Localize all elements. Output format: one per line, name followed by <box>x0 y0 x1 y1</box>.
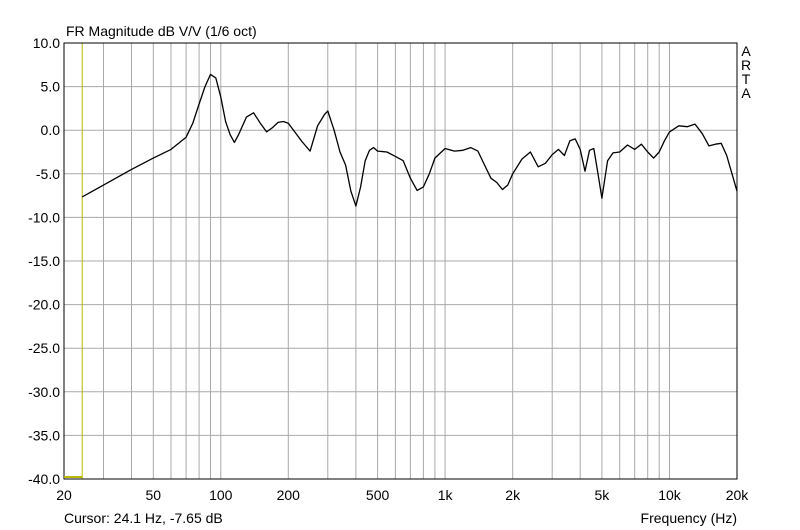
x-tick-label: 20k <box>726 487 750 503</box>
y-tick-label: 10.0 <box>33 35 60 51</box>
y-tick-label: -10.0 <box>28 209 60 225</box>
y-tick-label: -30.0 <box>28 384 60 400</box>
x-tick-label: 1k <box>438 487 454 503</box>
y-tick-label: -35.0 <box>28 427 60 443</box>
y-tick-label: -20.0 <box>28 297 60 313</box>
y-tick-labels: 10.0 5.0 0.0 -5.0 -10.0 -15.0 -20.0 -25.0 -30.0 -… <box>28 35 60 487</box>
watermark-letter: T <box>742 71 751 87</box>
y-tick-label: -15.0 <box>28 253 60 269</box>
y-tick-label: -5.0 <box>36 166 60 182</box>
y-tick-label: -25.0 <box>28 340 60 356</box>
x-tick-label: 20 <box>56 487 72 503</box>
x-tick-label: 10k <box>658 487 682 503</box>
y-tick-label: -40.0 <box>28 471 60 487</box>
x-tick-label: 200 <box>277 487 301 503</box>
x-tick-label: 100 <box>209 487 233 503</box>
watermark-letter: A <box>741 43 751 59</box>
x-axis-label: Frequency (Hz) <box>641 510 737 526</box>
x-tick-label: 2k <box>505 487 521 503</box>
x-tick-label: 5k <box>595 487 611 503</box>
x-tick-labels: 20 50 100 200 500 1k 2k 5k 10k 20k <box>56 487 749 503</box>
response-curve <box>81 73 738 207</box>
y-tick-label: 0.0 <box>41 122 61 138</box>
x-tick-label: 50 <box>146 487 162 503</box>
y-tick-label: 5.0 <box>41 79 61 95</box>
chart-title: FR Magnitude dB V/V (1/6 oct) <box>66 23 257 39</box>
watermark-letter: A <box>741 85 751 101</box>
grid-lines <box>64 43 737 479</box>
watermark-letter: R <box>741 57 751 73</box>
x-tick-label: 500 <box>366 487 390 503</box>
cursor-readout: Cursor: 24.1 Hz, -7.65 dB <box>64 510 223 526</box>
plot-frame <box>63 42 738 480</box>
